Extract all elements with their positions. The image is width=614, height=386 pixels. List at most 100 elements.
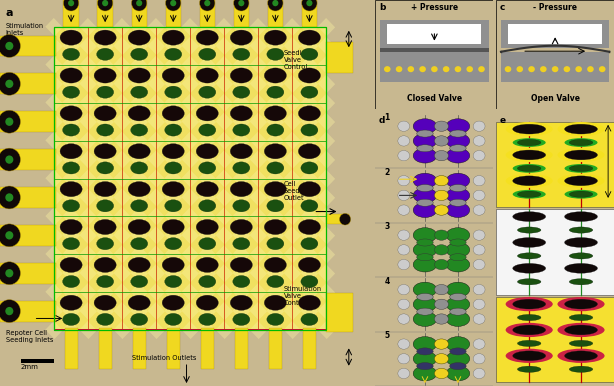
Ellipse shape (131, 238, 148, 250)
Bar (233, 283, 250, 301)
Ellipse shape (233, 200, 250, 212)
Ellipse shape (434, 259, 448, 270)
Ellipse shape (63, 48, 80, 60)
Ellipse shape (473, 368, 485, 379)
Bar (301, 132, 318, 150)
Text: Stimulation Outlets: Stimulation Outlets (133, 355, 197, 361)
Ellipse shape (131, 200, 148, 212)
Ellipse shape (506, 148, 553, 162)
Bar (266, 151, 284, 169)
Bar (233, 188, 250, 207)
Bar (182, 75, 199, 93)
Bar (269, 328, 282, 369)
Ellipse shape (131, 86, 148, 98)
Bar (233, 56, 250, 74)
Ellipse shape (434, 245, 448, 255)
Ellipse shape (94, 295, 116, 310)
Bar (250, 302, 267, 320)
Ellipse shape (446, 242, 470, 257)
Ellipse shape (264, 257, 286, 273)
Ellipse shape (199, 124, 216, 136)
Ellipse shape (398, 354, 410, 364)
Ellipse shape (94, 144, 116, 159)
Bar (501, 20, 609, 48)
Ellipse shape (301, 313, 318, 325)
Bar (182, 94, 199, 112)
Ellipse shape (558, 174, 605, 188)
Bar (147, 169, 165, 188)
Bar (216, 188, 233, 207)
Bar (266, 245, 284, 263)
Bar (182, 207, 199, 225)
Circle shape (6, 307, 14, 315)
Bar (63, 37, 80, 55)
Text: a: a (6, 8, 13, 18)
Bar (165, 18, 182, 36)
Bar (96, 226, 114, 244)
Bar (301, 56, 318, 74)
Bar (79, 18, 97, 36)
Ellipse shape (165, 86, 182, 98)
Bar (130, 245, 148, 263)
Ellipse shape (473, 176, 485, 186)
Bar (147, 94, 165, 112)
Ellipse shape (267, 313, 284, 325)
Ellipse shape (518, 315, 541, 321)
Ellipse shape (398, 339, 410, 349)
Ellipse shape (196, 68, 219, 83)
Ellipse shape (230, 295, 252, 310)
Bar (327, 214, 349, 224)
Ellipse shape (564, 325, 597, 335)
Ellipse shape (513, 176, 546, 186)
Bar (63, 302, 80, 320)
Circle shape (301, 0, 317, 11)
Ellipse shape (96, 238, 114, 250)
Ellipse shape (131, 162, 148, 174)
Bar (54, 329, 327, 331)
Bar (198, 321, 216, 339)
Ellipse shape (298, 295, 321, 310)
Ellipse shape (417, 254, 433, 261)
Bar (317, 302, 335, 320)
Bar (303, 328, 316, 369)
Bar (327, 293, 352, 332)
Bar (130, 188, 148, 207)
Bar (63, 169, 80, 188)
Bar (317, 18, 335, 36)
Bar (301, 283, 318, 301)
Ellipse shape (506, 122, 553, 136)
Bar (317, 264, 335, 282)
Ellipse shape (398, 368, 410, 379)
Ellipse shape (233, 238, 250, 250)
Bar (301, 169, 318, 188)
Text: Stimulation
Valve
Control: Stimulation Valve Control (284, 286, 322, 306)
Circle shape (6, 269, 14, 278)
Bar (216, 321, 233, 339)
Bar (301, 302, 318, 320)
Bar (266, 94, 284, 112)
Ellipse shape (518, 139, 541, 146)
Bar (301, 18, 318, 36)
Ellipse shape (162, 106, 184, 121)
Bar (114, 321, 131, 339)
Bar (147, 302, 165, 320)
Ellipse shape (267, 276, 284, 288)
Ellipse shape (518, 253, 541, 259)
Bar (216, 75, 233, 93)
Bar (114, 207, 131, 225)
Ellipse shape (449, 348, 466, 355)
Bar (165, 188, 182, 207)
Bar (114, 37, 131, 55)
Bar (114, 94, 131, 112)
Bar (79, 302, 97, 320)
Ellipse shape (264, 30, 286, 45)
Bar (198, 94, 216, 112)
Bar (198, 151, 216, 169)
Bar (166, 0, 181, 27)
Bar (114, 18, 131, 36)
Bar (266, 56, 284, 74)
Ellipse shape (449, 145, 466, 152)
Bar (182, 37, 199, 55)
Bar (198, 113, 216, 131)
Ellipse shape (413, 119, 437, 134)
